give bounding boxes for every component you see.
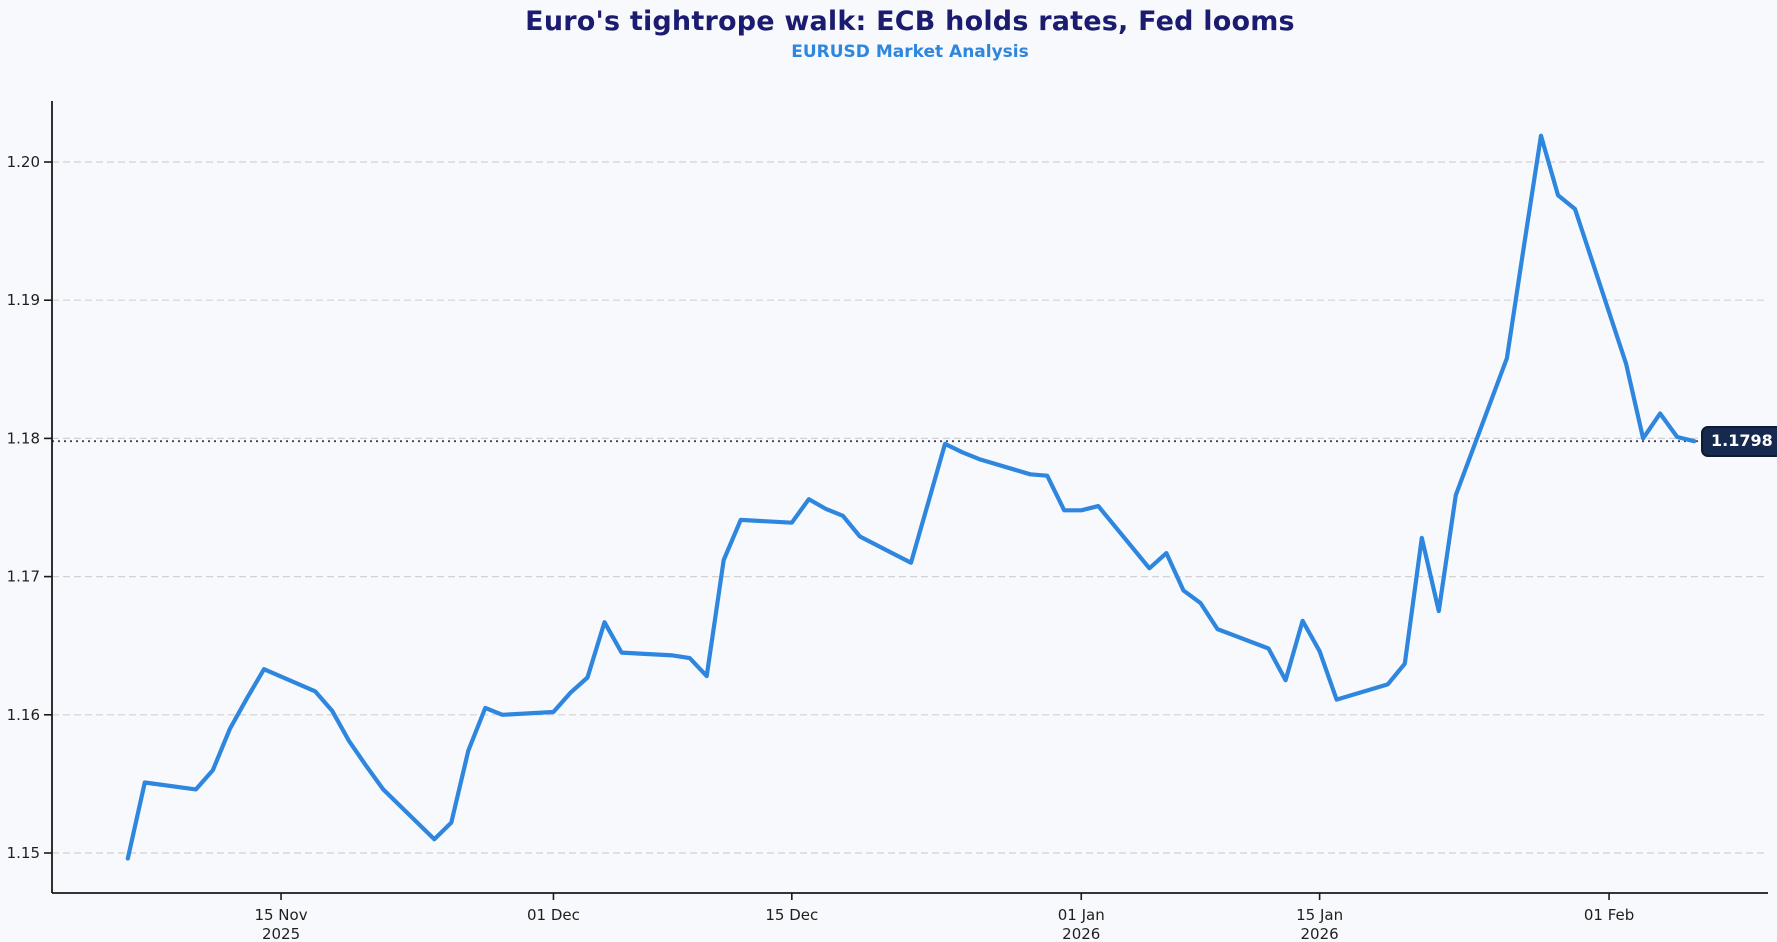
y-tick-label: 1.15 [7,844,40,862]
x-tick-label: 15 Nov [254,906,307,924]
y-tick-label: 1.19 [7,291,40,309]
axes-spines [51,101,1768,894]
x-tick-label: 2025 [262,925,300,942]
chart-title: Euro's tightrope walk: ECB holds rates, … [525,6,1295,37]
y-tick-label: 1.17 [7,568,40,586]
x-tick-label: 01 Dec [527,906,580,924]
x-tick-label: 2026 [1062,925,1100,942]
x-tick-label: 01 Feb [1584,906,1634,924]
y-gridlines [52,161,1768,854]
y-axis-ticks: 1.15 1.16 1.17 1.18 1.19 1.20 [7,153,52,862]
y-tick-label: 1.18 [7,429,40,447]
x-tick-label: 15 Jan [1296,906,1343,924]
chart-subtitle: EURUSD Market Analysis [791,42,1029,62]
eurusd-price-line [125,133,1697,861]
x-tick-label: 2026 [1301,925,1339,942]
y-tick-label: 1.16 [7,706,40,724]
chart-header: Euro's tightrope walk: ECB holds rates, … [52,6,1768,63]
last-price-label: 1.1798 [1701,426,1777,457]
x-tick-label: 15 Dec [765,906,818,924]
y-tick-label: 1.20 [7,153,40,171]
x-tick-label: 01 Jan [1058,906,1105,924]
